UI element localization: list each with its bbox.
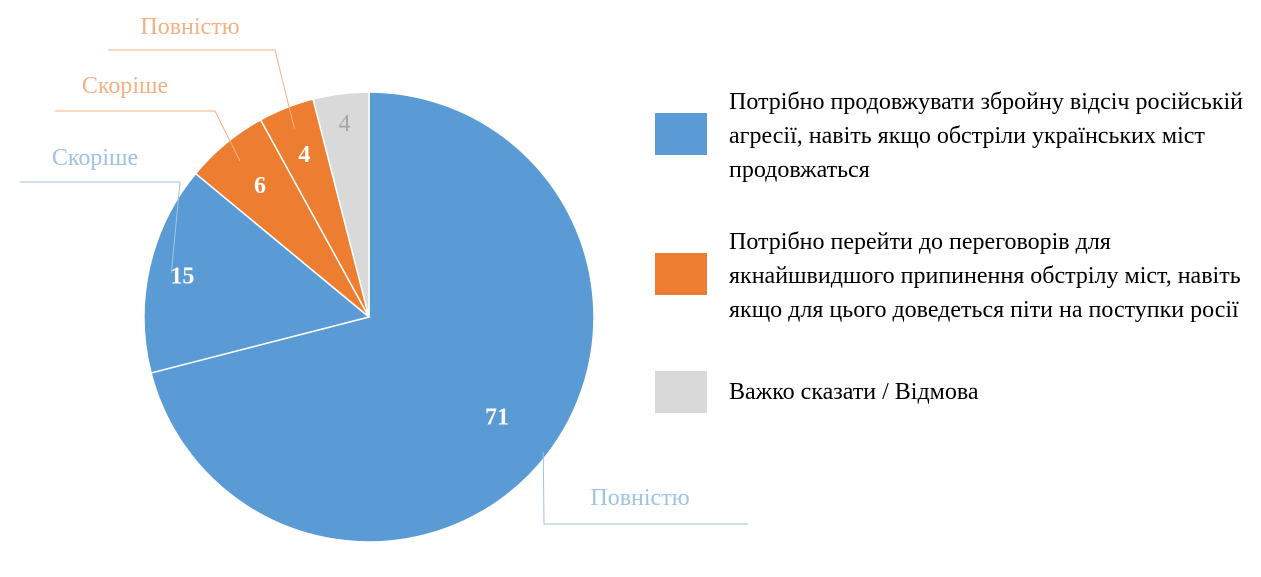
pie-callout-labels: Повністю Скоріше Скоріше Повністю — [52, 14, 690, 511]
chart-legend: Потрібно продовжувати збройну відсіч рос… — [655, 85, 1245, 413]
pie-slice — [150, 91, 595, 543]
legend-item-continue-defense: Потрібно продовжувати збройну відсіч рос… — [655, 85, 1245, 187]
pie-data-label: 4 — [298, 142, 310, 168]
pie-callout-label: Повністю — [140, 14, 239, 40]
callout-leader-line — [542, 452, 748, 525]
callout-leader-lines — [20, 49, 748, 525]
legend-swatch-blue — [655, 113, 707, 155]
pie-data-labels: 71 15 6 4 4 — [170, 111, 509, 430]
legend-label-continue-defense: Потрібно продовжувати збройну відсіч рос… — [729, 89, 1243, 183]
pie-data-label: 4 — [338, 111, 350, 137]
pie-callout-label: Скоріше — [82, 73, 168, 99]
legend-label-negotiations: Потрібно перейти до переговорів для якна… — [729, 229, 1241, 323]
legend-swatch-orange — [655, 253, 707, 295]
pie-data-label: 71 — [485, 404, 509, 430]
pie-slice — [312, 91, 370, 318]
pie-data-label: 6 — [254, 173, 266, 199]
callout-leader-line — [20, 181, 181, 273]
pie-callout-label: Скоріше — [52, 145, 138, 171]
legend-swatch-gray — [655, 371, 707, 413]
legend-label-hard-to-say: Важко сказати / Відмова — [729, 379, 979, 405]
pie-slices — [143, 91, 595, 543]
legend-item-hard-to-say: Важко сказати / Відмова — [655, 371, 1245, 413]
legend-item-negotiations: Потрібно перейти до переговорів для якна… — [655, 225, 1245, 327]
pie-slice — [143, 172, 371, 374]
callout-leader-line — [108, 49, 295, 129]
callout-leader-line — [55, 110, 241, 162]
pie-data-label: 15 — [170, 263, 194, 289]
pie-callout-label: Повністю — [590, 485, 689, 511]
